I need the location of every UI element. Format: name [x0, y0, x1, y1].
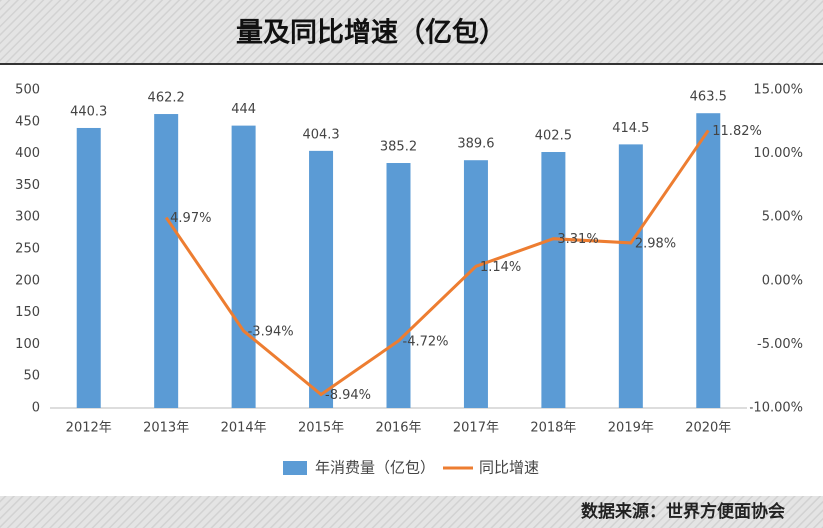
bar-label: 385.2 — [380, 140, 417, 155]
line-label: 4.97% — [170, 211, 211, 226]
y-tick-label: 0 — [32, 401, 40, 416]
plot-panel — [0, 64, 823, 496]
legend-label: 年消费量（亿包） — [315, 459, 435, 477]
line-label: -4.72% — [403, 334, 449, 349]
y-tick-label: 200 — [15, 273, 40, 288]
legend-swatch — [283, 461, 307, 475]
bar — [541, 152, 566, 408]
line-label: 1.14% — [480, 260, 521, 275]
bar — [309, 150, 334, 408]
line-label: -8.94% — [325, 388, 371, 403]
x-tick-label: 2016年 — [375, 421, 421, 436]
y-tick-label: 450 — [15, 114, 40, 129]
y2-tick-label: -10.00% — [749, 401, 803, 416]
bar — [76, 127, 101, 408]
bar-label: 463.5 — [690, 90, 727, 105]
y2-tick-label: 0.00% — [762, 273, 803, 288]
line-label: -3.94% — [248, 324, 294, 339]
y-tick-label: 250 — [15, 242, 40, 257]
x-tick-label: 2012年 — [66, 421, 112, 436]
bar-label: 402.5 — [535, 129, 572, 144]
y-tick-label: 150 — [15, 305, 40, 320]
bar-label: 440.3 — [70, 104, 107, 119]
y-tick-label: 50 — [23, 369, 40, 384]
x-tick-label: 2020年 — [685, 421, 731, 436]
line — [164, 129, 710, 397]
y2-tick-label: -5.00% — [757, 337, 803, 352]
bar — [618, 144, 643, 409]
bar-label: 444 — [231, 102, 256, 117]
bar-label: 414.5 — [612, 121, 649, 136]
x-tick-label: 2019年 — [608, 421, 654, 436]
y-tick-label: 300 — [15, 210, 40, 225]
bar-label: 462.2 — [148, 91, 185, 106]
x-tick-label: 2014年 — [221, 421, 267, 436]
legend-label: 同比增速 — [479, 459, 539, 477]
line-label: 11.82% — [712, 124, 762, 139]
bar-label: 389.6 — [457, 137, 494, 152]
bar — [386, 163, 411, 408]
bar-label: 404.3 — [302, 127, 339, 142]
line-label: 3.31% — [557, 232, 598, 247]
bar — [231, 125, 256, 408]
source: 数据来源：世界方便面协会 — [581, 501, 785, 522]
x-tick-label: 2013年 — [143, 421, 189, 436]
x-tick-label: 2018年 — [530, 421, 576, 436]
bar — [696, 113, 721, 409]
y-tick-label: 100 — [15, 337, 40, 352]
x-tick-label: 2015年 — [298, 421, 344, 436]
y-tick-label: 500 — [15, 83, 40, 98]
y-tick-label: 400 — [15, 146, 40, 161]
y2-tick-label: 5.00% — [762, 210, 803, 225]
y2-tick-label: 10.00% — [753, 146, 803, 161]
chart-title: 量及同比增速（亿包） — [236, 17, 506, 49]
line-label: 2.98% — [635, 236, 676, 251]
y2-tick-label: 15.00% — [753, 83, 803, 98]
bar — [463, 160, 488, 408]
bar — [154, 114, 179, 408]
y-tick-label: 350 — [15, 178, 40, 193]
x-tick-label: 2017年 — [453, 421, 499, 436]
